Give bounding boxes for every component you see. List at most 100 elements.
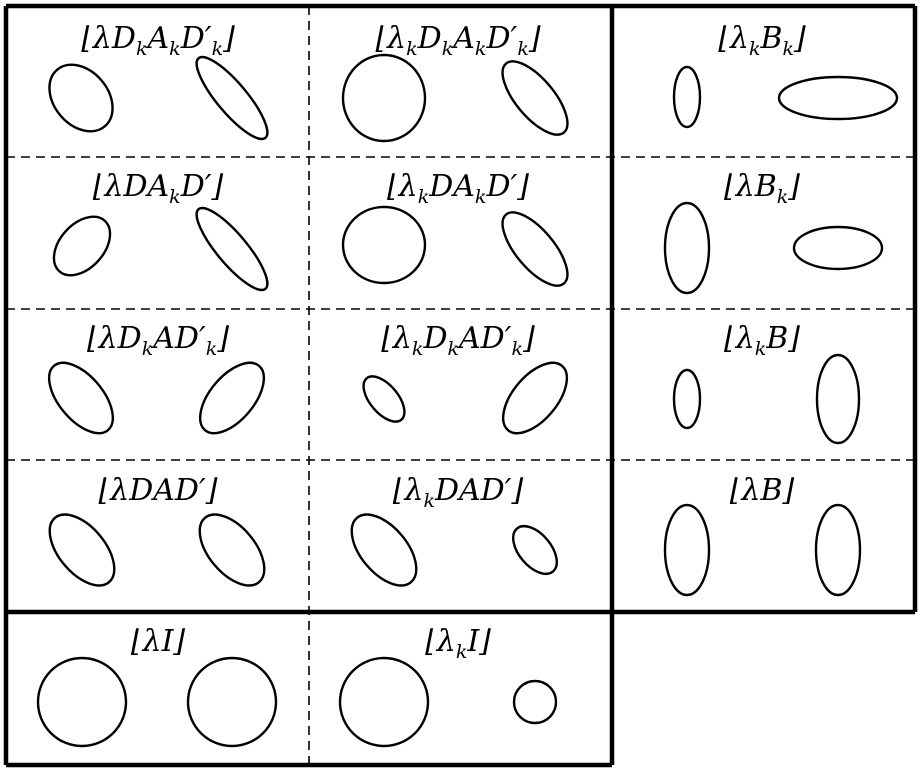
- cell-label: ⌊λDkAD′k⌋: [87, 321, 229, 360]
- left-ellipse: [350, 513, 418, 587]
- left-ellipse: [341, 205, 427, 285]
- label-segment: k: [212, 38, 224, 60]
- left-ellipse: [36, 656, 128, 748]
- label-segment: A: [145, 21, 170, 56]
- cell-lkDAD: ⌊λkDAD′⌋: [350, 473, 558, 587]
- cell-label: ⌊λkI⌋: [425, 624, 491, 663]
- left-ellipse: [672, 65, 702, 129]
- right-ellipse: [814, 503, 862, 597]
- left-ellipse: [48, 63, 114, 133]
- right-ellipse: [512, 525, 558, 575]
- cell-lkB: ⌊λkB⌋: [672, 321, 861, 445]
- label-segment: ⌋: [222, 21, 235, 56]
- cell-label: ⌊λkBk⌋: [718, 21, 806, 60]
- cell-label: ⌊λBk⌋: [724, 169, 800, 208]
- label-segment: ⌋: [787, 169, 800, 204]
- left-ellipse: [362, 375, 406, 423]
- right-ellipse: [501, 60, 569, 136]
- cell-label: ⌊λDAkD′⌋: [93, 169, 224, 208]
- left-ellipse: [52, 215, 112, 277]
- label-segment: k: [517, 38, 529, 60]
- label-segment: ⌋: [793, 21, 806, 56]
- label-segment: D′: [485, 21, 517, 56]
- cell-lI: ⌊λI⌋: [36, 624, 278, 748]
- label-segment: D: [417, 21, 442, 56]
- left-ellipse: [663, 503, 711, 597]
- label-segment: AD′: [150, 321, 206, 356]
- left-ellipse: [663, 201, 711, 295]
- label-segment: ⌊λ: [724, 321, 755, 356]
- label-segment: k: [475, 186, 487, 208]
- frame-lines: [3, 3, 918, 768]
- left-ellipse: [338, 656, 430, 748]
- label-segment: DA: [428, 169, 475, 204]
- label-segment: ⌊λ: [387, 169, 418, 204]
- label-segment: k: [783, 38, 795, 60]
- cell-label: ⌊λB⌋: [730, 473, 795, 508]
- label-segment: k: [142, 338, 154, 360]
- cell-label: ⌊λkDkAkD′k⌋: [375, 21, 540, 60]
- label-segment: DAD′⌋: [434, 473, 524, 508]
- cell-lkDAkD: ⌊λkDAkD′⌋: [341, 169, 569, 287]
- cell-label: ⌊λkDkAD′k⌋: [381, 321, 535, 360]
- label-segment: B⌋: [765, 321, 800, 356]
- left-ellipse: [341, 53, 427, 143]
- cell-lDAkD: ⌊λDAkD′⌋: [52, 169, 269, 292]
- cell-label: ⌊λI⌋: [131, 624, 186, 659]
- cell-lkDkADk: ⌊λkDkAD′k⌋: [362, 321, 569, 435]
- label-segment: I⌋: [466, 624, 491, 659]
- right-ellipse: [512, 679, 558, 725]
- right-ellipse: [195, 206, 269, 292]
- label-segment: k: [136, 38, 148, 60]
- cell-label: ⌊λDAD′⌋: [98, 473, 217, 508]
- right-ellipse: [777, 75, 899, 121]
- label-segment: ⌊λD: [87, 321, 142, 356]
- label-segment: D: [422, 321, 447, 356]
- cell-label: ⌊λkDAkD′⌋: [387, 169, 529, 208]
- label-segment: ⌊λ: [375, 21, 406, 56]
- right-ellipse: [195, 55, 269, 141]
- label-segment: ⌊λ: [393, 473, 424, 508]
- label-segment: k: [169, 38, 181, 60]
- label-segment: ⌋: [216, 321, 229, 356]
- left-ellipse: [47, 361, 115, 435]
- cell-lDkAkDk: ⌊λDkAkD′k⌋: [48, 21, 269, 141]
- label-segment: k: [512, 338, 524, 360]
- cell-lkBk: ⌊λkBk⌋: [672, 21, 899, 129]
- label-segment: ⌋: [528, 21, 541, 56]
- right-ellipse: [815, 353, 861, 445]
- right-ellipse: [501, 211, 569, 287]
- left-ellipse: [672, 368, 702, 430]
- cell-lBk: ⌊λBk⌋: [663, 169, 884, 295]
- label-segment: k: [206, 338, 218, 360]
- label-segment: ⌊λDAD′⌋: [98, 473, 217, 508]
- label-segment: ⌊λB⌋: [730, 473, 795, 508]
- cell-lkI: ⌊λkI⌋: [338, 624, 558, 748]
- label-segment: ⌊λI⌋: [131, 624, 186, 659]
- label-segment: ⌋: [522, 321, 535, 356]
- label-segment: ⌊λD: [81, 21, 136, 56]
- label-segment: k: [169, 186, 181, 208]
- cell-lDAD: ⌊λDAD′⌋: [48, 473, 266, 587]
- right-ellipse: [198, 361, 266, 435]
- label-segment: k: [777, 186, 789, 208]
- cell-label: ⌊λDkAkD′k⌋: [81, 21, 235, 60]
- label-segment: k: [755, 338, 767, 360]
- cell-label: ⌊λkDAD′⌋: [393, 473, 524, 512]
- cells: ⌊λDkAkD′k⌋ ⌊λkDkAkD′k⌋ ⌊λkBk⌋⌊λDAkD′⌋ ⌊λkDA…: [36, 21, 899, 748]
- label-segment: k: [418, 186, 430, 208]
- label-segment: k: [406, 38, 418, 60]
- label-segment: D′: [180, 21, 212, 56]
- label-segment: k: [475, 38, 487, 60]
- right-ellipse: [501, 361, 569, 435]
- label-segment: ⌊λ: [425, 624, 456, 659]
- label-segment: A: [450, 21, 475, 56]
- label-segment: k: [456, 641, 468, 663]
- right-ellipse: [792, 225, 884, 271]
- cell-lB: ⌊λB⌋: [663, 473, 862, 597]
- label-segment: B: [759, 21, 782, 56]
- label-segment: ⌊λB: [724, 169, 777, 204]
- cell-label: ⌊λkB⌋: [724, 321, 800, 360]
- label-segment: k: [442, 38, 454, 60]
